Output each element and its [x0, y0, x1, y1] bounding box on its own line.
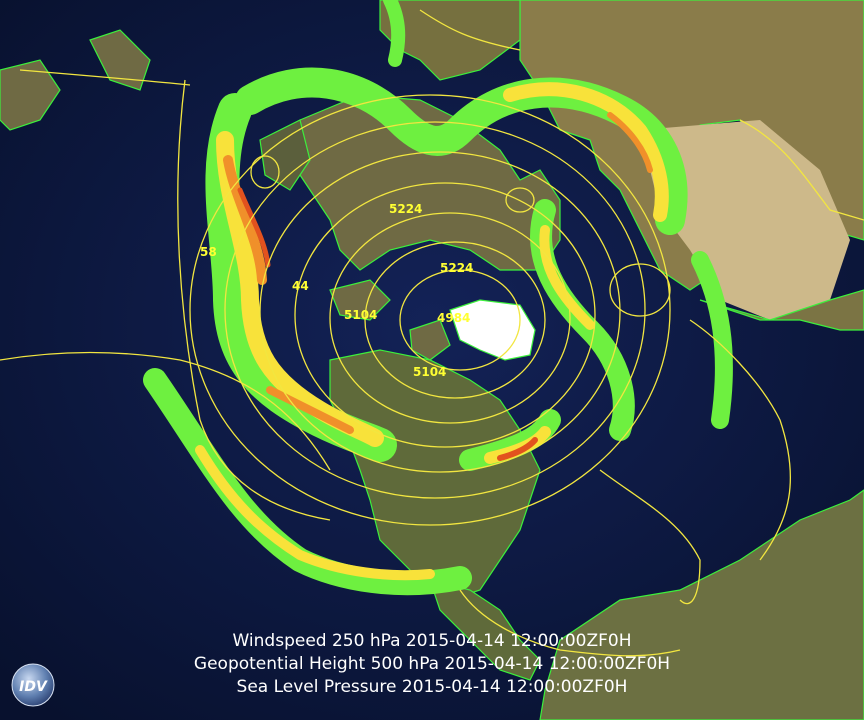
contour-label: 5224 [440, 261, 473, 275]
jet-core-south [195, 445, 435, 581]
contour-label: 5104 [413, 365, 446, 379]
windspeed-layer [143, 0, 733, 596]
asia-landmass [379, 0, 521, 81]
height-contour [399, 269, 521, 371]
slp-contour [419, 9, 521, 51]
legend-windspeed: Windspeed 250 hPa 2015-04-14 12:00:00ZF0… [232, 631, 632, 651]
jet-band-asia [383, 0, 406, 67]
contour-label: 58 [200, 245, 217, 259]
slp-contour [250, 155, 280, 189]
contour-label: 44 [292, 279, 309, 293]
japan-islands [89, 29, 151, 91]
slp-contour [689, 319, 791, 561]
height-contour [224, 121, 646, 499]
contour-label: 5104 [344, 308, 377, 322]
contour-layer [0, 9, 864, 657]
jet-band-europe [691, 251, 733, 429]
jet-max-atlantic [497, 437, 538, 461]
slp-contour [0, 351, 331, 471]
height-contour [329, 212, 571, 424]
jet-max-north [607, 112, 653, 173]
slp-contour [177, 79, 331, 521]
height-contour [189, 94, 671, 526]
greenland-icecap [449, 299, 536, 361]
contour-label: 5224 [389, 202, 422, 216]
africa-landmass [699, 289, 864, 331]
africa-desert-landmass [640, 120, 850, 320]
idv-logo: IDV [11, 663, 55, 707]
arctic-islands [329, 279, 451, 361]
logo-text: IDV [19, 679, 48, 695]
contour-labels: 5224 5224 5104 5104 4984 58 44 [200, 202, 473, 379]
legend-sea-level-pressure: Sea Level Pressure 2015-04-14 12:00:00ZF… [236, 677, 628, 697]
contour-label: 4984 [437, 311, 470, 325]
jet-core-east [539, 225, 595, 330]
slp-contour [505, 187, 535, 213]
height-contour [364, 241, 546, 399]
south-america-landmass [539, 489, 864, 720]
logo-globe [11, 663, 55, 707]
height-contour [259, 151, 621, 473]
jet-core-north [503, 82, 669, 222]
slp-contour [599, 469, 701, 605]
slp-contour [609, 263, 671, 317]
jet-max-west-core [237, 187, 271, 268]
jet-max-southwest [266, 386, 354, 434]
slp-contour [19, 69, 191, 86]
legend-geopotential-height: Geopotential Height 500 hPa 2015-04-14 1… [193, 654, 671, 674]
jet-max-west [223, 155, 267, 285]
slp-contour [739, 119, 864, 221]
slp-contour [459, 589, 681, 657]
alaska-landmass [259, 119, 311, 191]
central-america-landmass [429, 579, 541, 681]
kamchatka-landmass [0, 59, 61, 131]
height-contour [294, 182, 596, 448]
north-america-landmass [329, 349, 541, 601]
